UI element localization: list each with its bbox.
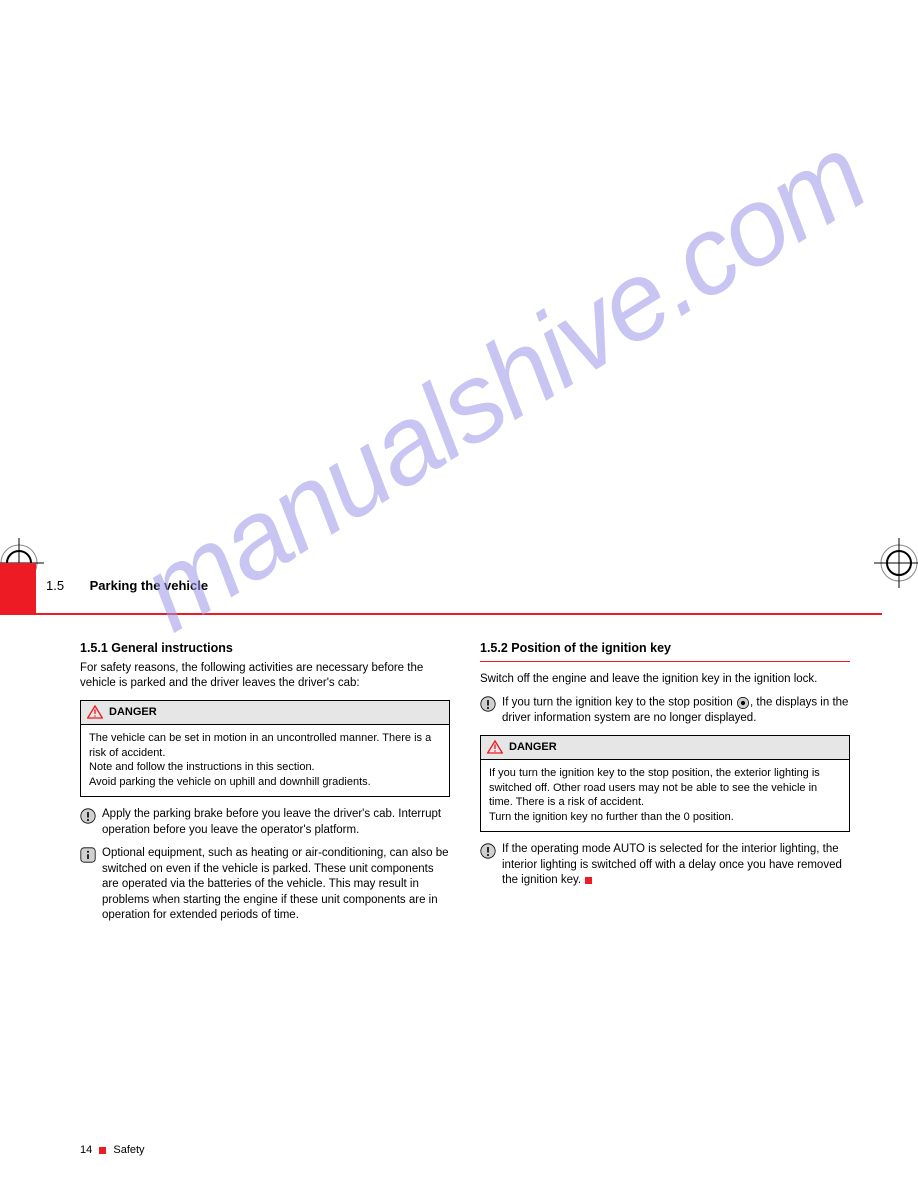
page-tab (0, 563, 36, 615)
right-column: 1.5.2 Position of the ignition key Switc… (480, 640, 850, 897)
danger-box: DANGER If you turn the ignition key to t… (480, 735, 850, 832)
danger-label: DANGER (509, 740, 557, 755)
caution-note: If the operating mode AUTO is selected f… (480, 842, 850, 889)
page-footer: 14 Safety (80, 1144, 145, 1156)
registration-mark (874, 538, 918, 588)
caution-icon (480, 696, 496, 712)
danger-label: DANGER (109, 705, 157, 720)
paragraph: Switch off the engine and leave the igni… (480, 672, 850, 688)
page-number: 14 (80, 1144, 92, 1156)
danger-header: DANGER (81, 701, 449, 725)
caution-text: If you turn the ignition key to the stop… (502, 695, 850, 727)
caution-note: If you turn the ignition key to the stop… (480, 695, 850, 727)
subsection-heading: 1.5.1 General instructions (80, 640, 450, 657)
section-header: 1.5 Parking the vehicle (46, 578, 866, 593)
caution-text: If the operating mode AUTO is selected f… (502, 842, 850, 889)
danger-body: The vehicle can be set in motion in an u… (81, 725, 449, 796)
section-underline (36, 613, 882, 615)
intro-paragraph: For safety reasons, the following activi… (80, 661, 450, 692)
footer-square-icon (99, 1147, 106, 1154)
section-number: 1.5 (46, 578, 86, 593)
caution-text: Apply the parking brake before you leave… (102, 807, 450, 838)
danger-box: DANGER The vehicle can be set in motion … (80, 700, 450, 797)
info-text: Optional equipment, such as heating or a… (102, 846, 450, 924)
danger-header: DANGER (481, 736, 849, 760)
subsection-heading: 1.5.2 Position of the ignition key (480, 640, 850, 657)
caution-icon (80, 808, 96, 824)
danger-body: If you turn the ignition key to the stop… (481, 760, 849, 831)
section-title: Parking the vehicle (90, 578, 209, 593)
section-end-marker (585, 877, 592, 884)
warning-triangle-icon (487, 740, 503, 754)
footer-label: Safety (113, 1144, 144, 1156)
left-column: 1.5.1 General instructions For safety re… (80, 640, 450, 932)
info-note: Optional equipment, such as heating or a… (80, 846, 450, 924)
caution-note: Apply the parking brake before you leave… (80, 807, 450, 838)
warning-triangle-icon (87, 705, 103, 719)
subsection-underline (480, 661, 850, 662)
info-icon (80, 847, 96, 863)
watermark-text: manualshive.com (119, 111, 887, 656)
stop-position-icon (736, 696, 750, 710)
caution-icon (480, 843, 496, 859)
